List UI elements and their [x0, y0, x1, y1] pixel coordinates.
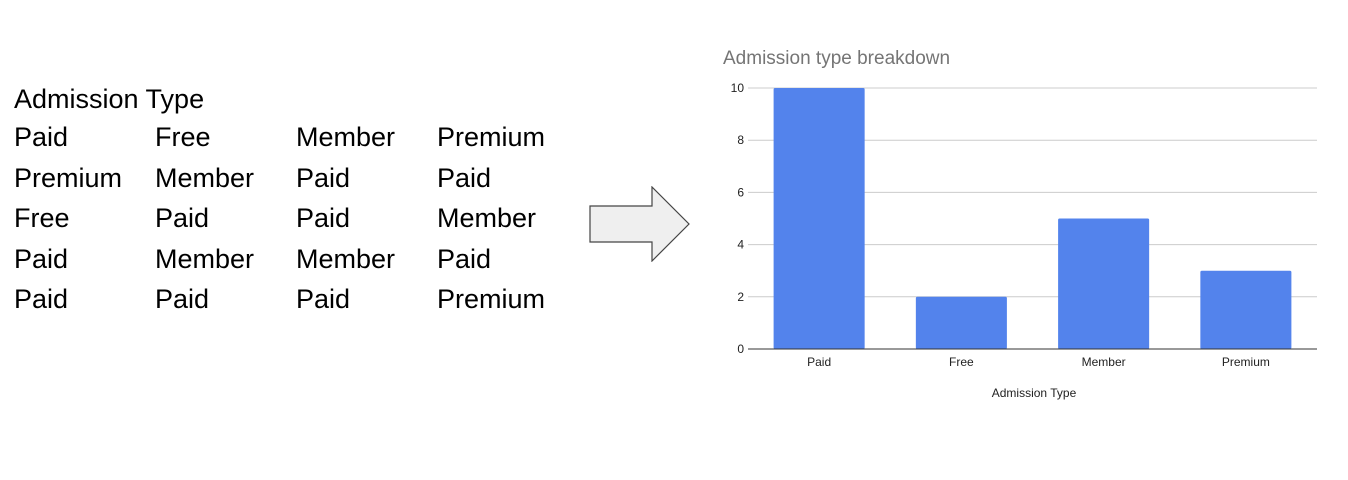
table-row: Free Paid Paid Member: [14, 201, 584, 242]
table-cell: Paid: [296, 203, 351, 233]
bar-premium: [1200, 270, 1292, 349]
table-cell: Paid: [14, 284, 69, 314]
table-cell: Free: [14, 203, 70, 233]
table-header: Admission Type: [14, 84, 205, 114]
table-cell: Premium: [437, 284, 546, 314]
table-cell: Paid: [296, 162, 351, 193]
bar-free: [915, 296, 1007, 349]
table-cell: Member: [155, 162, 255, 193]
table-cell: Member: [437, 203, 537, 233]
x-axis-title: Admission Type: [992, 386, 1077, 400]
right-arrow-icon: [589, 186, 690, 262]
chart-title: Admission type breakdown: [723, 48, 950, 69]
x-axis-ticks: Paid Free Member Premium: [807, 355, 1270, 369]
table-cell: Member: [155, 243, 255, 274]
table-cell: Paid: [155, 284, 210, 314]
x-tick-label: Premium: [1222, 355, 1270, 369]
table-cell: Paid: [437, 243, 492, 274]
bar-chart: Admission type breakdown 0 2 4 6 8 10 Paid Fre…: [723, 48, 1317, 400]
table-cell: Member: [296, 122, 396, 152]
table-cell: Premium: [437, 122, 546, 152]
y-tick-label: 2: [737, 290, 744, 304]
y-tick-label: 10: [731, 81, 745, 95]
table-cell: Premium: [14, 162, 123, 193]
table-row: Paid Free Member Premium: [14, 120, 584, 161]
bars: [748, 88, 1317, 350]
y-tick-label: 8: [737, 133, 744, 147]
table-cell: Paid: [437, 162, 492, 193]
table-cell: Paid: [14, 122, 69, 152]
table-cell: Member: [296, 243, 396, 274]
table-cell: Paid: [155, 203, 210, 233]
table-row: Paid Paid Paid Premium: [14, 282, 584, 323]
y-tick-label: 0: [737, 342, 744, 356]
bar-member: [1058, 218, 1150, 349]
bar-paid: [773, 88, 865, 349]
x-tick-label: Member: [1082, 355, 1126, 369]
y-axis-ticks: 0 2 4 6 8 10: [731, 81, 745, 356]
table-cell: Paid: [296, 284, 351, 314]
x-tick-label: Paid: [807, 355, 831, 369]
table-cell: Paid: [14, 243, 69, 274]
table-row: Paid Member Member Paid: [14, 242, 584, 283]
y-tick-label: 6: [737, 185, 744, 199]
table-row: Premium Member Paid Paid: [14, 161, 584, 202]
table-cell: Free: [155, 122, 211, 152]
x-tick-label: Free: [949, 355, 974, 369]
source-data-table: Admission Type Paid Free Member Premium Prem…: [14, 82, 584, 323]
table-body: Paid Free Member Premium Premium Member Paid Pa…: [14, 120, 584, 323]
y-tick-label: 4: [737, 238, 744, 252]
